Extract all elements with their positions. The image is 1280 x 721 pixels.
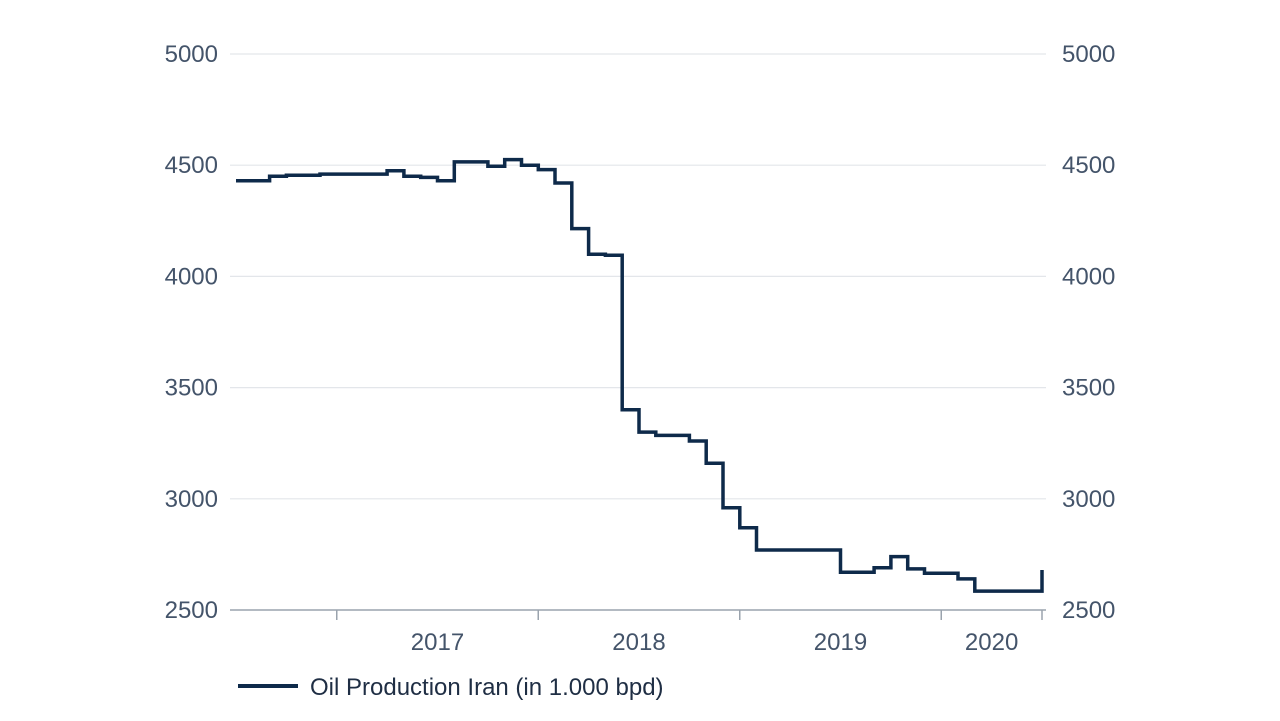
y-tick-labels-left: 5000 4500 4000 3500 3000 2500: [165, 41, 218, 624]
y-tick-label: 5000: [165, 41, 218, 68]
y2-tick-label: 3000: [1062, 486, 1115, 513]
y-tick-label: 3000: [165, 486, 218, 513]
y-tick-label: 4000: [165, 263, 218, 290]
y-tick-labels-right: 5000 4500 4000 3500 3000 2500: [1062, 41, 1115, 624]
series-line-oil-production: [236, 157, 1044, 593]
y-tick-label: 3500: [165, 375, 218, 402]
x-tick-marks: [336, 610, 1043, 620]
y2-tick-label: 2500: [1062, 597, 1115, 624]
y2-tick-label: 4500: [1062, 152, 1115, 179]
x-tick-label: 2017: [411, 629, 464, 656]
y2-tick-label: 5000: [1062, 41, 1115, 68]
legend-label: Oil Production Iran (in 1.000 bpd): [310, 674, 664, 701]
x-tick-label: 2019: [814, 629, 867, 656]
gridlines: [230, 53, 1046, 500]
x-tick-labels: 2017 2018 2019 2020: [411, 629, 1019, 656]
y2-tick-label: 4000: [1062, 263, 1115, 290]
y-tick-label: 2500: [165, 597, 218, 624]
y2-tick-label: 3500: [1062, 375, 1115, 402]
x-tick-label: 2020: [965, 629, 1018, 656]
legend: Oil Production Iran (in 1.000 bpd): [238, 674, 664, 701]
y-tick-label: 4500: [165, 152, 218, 179]
x-tick-label: 2018: [612, 629, 665, 656]
